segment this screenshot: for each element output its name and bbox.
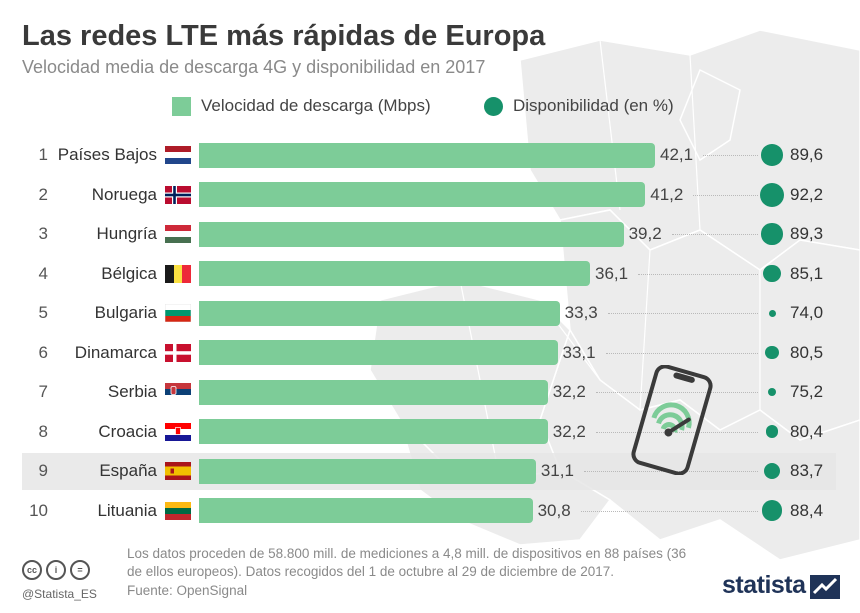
chart-subtitle: Velocidad media de descarga 4G y disponi… — [22, 57, 486, 77]
hungary-flag — [165, 225, 191, 243]
bar-data-label: 32,2 — [552, 421, 586, 441]
bar — [199, 300, 560, 326]
dotted-leader-line — [605, 352, 758, 354]
category-label: Noruega — [91, 184, 157, 204]
availability-data-label: 83,7 — [790, 461, 824, 480]
by-icon: i — [46, 560, 66, 580]
footer-source: Fuente: OpenSignal — [127, 583, 248, 598]
statista-logo-text[interactable]: statista — [722, 571, 806, 599]
twitter-handle: @Statista_ES — [22, 587, 97, 601]
availability-data-label: 89,3 — [790, 224, 824, 243]
bar — [199, 340, 558, 365]
bar-data-label: 41,2 — [650, 184, 684, 204]
availability-dot — [767, 387, 777, 397]
availability-dot — [761, 500, 783, 521]
dotted-leader-line — [638, 273, 758, 275]
availability-dot — [760, 182, 784, 207]
spain-flag — [165, 462, 191, 480]
availability-dot — [765, 345, 779, 360]
dotted-leader-line — [607, 313, 758, 314]
category-label: Dinamarca — [74, 342, 157, 362]
bar — [199, 142, 655, 168]
rank-label: 9 — [38, 461, 48, 480]
bar-data-label: 39,2 — [628, 224, 662, 243]
dotted-leader-line — [580, 510, 758, 512]
availability-data-label: 80,4 — [790, 421, 824, 441]
availability-dot — [763, 264, 781, 283]
availability-data-label: 89,6 — [790, 145, 824, 164]
belgium-flag — [165, 264, 191, 283]
dotted-leader-line — [703, 155, 758, 156]
dotted-leader-line — [671, 234, 758, 235]
legend-swatch-availability — [484, 96, 503, 116]
availability-data-label: 88,4 — [790, 500, 824, 520]
norway-flag — [165, 185, 191, 204]
availability-dot — [765, 425, 779, 438]
bar-data-label: 36,1 — [595, 263, 629, 283]
serbia-flag — [165, 383, 191, 401]
availability-data-label: 85,1 — [790, 263, 824, 283]
availability-dot — [768, 309, 776, 317]
rank-label: 6 — [38, 342, 48, 362]
dotted-leader-line — [693, 194, 758, 196]
bar — [199, 261, 590, 286]
rank-label: 3 — [38, 224, 48, 243]
bar-data-label: 33,1 — [562, 342, 596, 362]
rank-label: 4 — [38, 263, 48, 283]
legend-swatch-speed — [172, 96, 191, 116]
category-label: Bulgaria — [94, 303, 157, 322]
chart-title: Las redes LTE más rápidas de Europa — [22, 20, 546, 52]
availability-data-label: 74,0 — [790, 303, 824, 322]
bar — [199, 221, 624, 247]
lithuania-flag — [165, 501, 191, 520]
bar-data-label: 32,2 — [552, 382, 586, 401]
legend-label-availability: Disponibilidad (en %) — [513, 96, 674, 115]
nd-icon: = — [70, 560, 90, 580]
rank-label: 8 — [38, 421, 48, 441]
legend-item-speed: Velocidad de descarga (Mbps) — [172, 96, 431, 116]
footer-note: Los datos proceden de 58.800 mill. de me… — [127, 546, 687, 579]
legend-item-availability: Disponibilidad (en %) — [484, 96, 674, 116]
legend: Velocidad de descarga (Mbps) Disponibili… — [0, 96, 860, 122]
croatia-flag — [165, 422, 191, 441]
bar-data-label: 30,8 — [537, 500, 571, 520]
license-icons: cc i = — [22, 560, 90, 580]
category-label: Lituania — [97, 500, 157, 520]
category-label: Bélgica — [101, 263, 157, 283]
bar — [199, 419, 548, 444]
category-label: Hungría — [96, 224, 157, 243]
bar — [199, 458, 536, 484]
category-label: España — [99, 461, 157, 480]
statista-logo-icon — [810, 575, 840, 599]
availability-data-label: 92,2 — [790, 184, 824, 204]
denmark-flag — [165, 343, 191, 362]
category-label: Países Bajos — [57, 145, 157, 164]
bar — [199, 498, 533, 523]
category-label: Serbia — [107, 382, 157, 401]
rank-label: 10 — [29, 500, 48, 520]
bar — [199, 379, 548, 405]
dotted-leader-line — [595, 392, 758, 393]
legend-label-speed: Velocidad de descarga (Mbps) — [201, 96, 431, 115]
availability-dot — [761, 223, 783, 245]
bar-data-label: 31,1 — [540, 461, 574, 480]
bulgaria-flag — [165, 304, 191, 322]
rank-label: 5 — [38, 303, 48, 322]
availability-dot — [763, 462, 781, 480]
bar-data-label: 33,3 — [564, 303, 598, 322]
availability-data-label: 80,5 — [790, 342, 824, 362]
rank-label: 1 — [38, 145, 48, 164]
category-label: Croacia — [98, 421, 157, 441]
rank-label: 2 — [38, 184, 48, 204]
availability-dot — [761, 144, 783, 166]
cc-icon: cc — [22, 560, 42, 580]
rank-label: 7 — [38, 382, 48, 401]
bar-data-label: 42,1 — [660, 145, 694, 164]
availability-data-label: 75,2 — [790, 382, 824, 401]
netherlands-flag — [165, 146, 191, 164]
bar — [199, 182, 646, 207]
smartphone-wifi-icon — [631, 365, 713, 475]
